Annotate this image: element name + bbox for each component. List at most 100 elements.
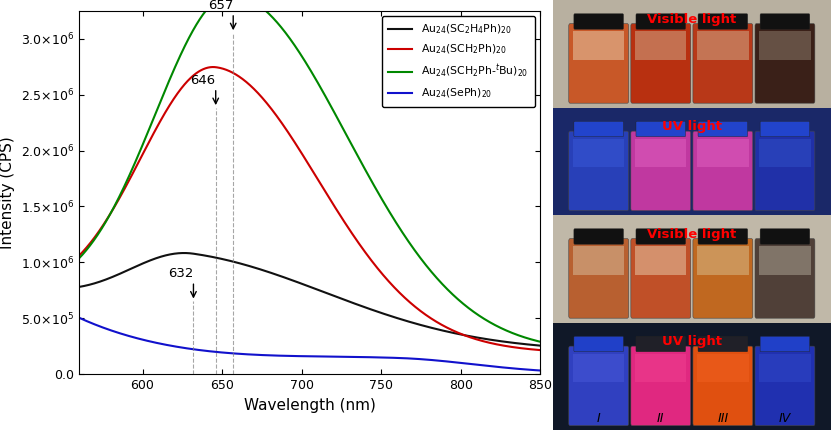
- Bar: [553, 0, 831, 108]
- X-axis label: Wavelength (nm): Wavelength (nm): [243, 397, 376, 412]
- Au$_{24}$(SePh)$_{20}$: [74, 315, 84, 320]
- Text: 632: 632: [168, 267, 194, 280]
- Text: II: II: [657, 412, 665, 425]
- FancyBboxPatch shape: [636, 229, 686, 244]
- FancyBboxPatch shape: [698, 229, 748, 244]
- Bar: [553, 322, 831, 430]
- FancyBboxPatch shape: [698, 336, 748, 352]
- Au$_{24}$(SCH$_2$Ph)$_{20}$: [74, 253, 84, 258]
- FancyBboxPatch shape: [755, 131, 815, 211]
- FancyBboxPatch shape: [574, 229, 623, 244]
- FancyBboxPatch shape: [568, 24, 628, 103]
- Au$_{24}$(SePh)$_{20}$: [98, 325, 108, 330]
- Au$_{24}$(SC$_2$H$_4$Ph)$_{20}$: [293, 280, 303, 285]
- Text: I: I: [597, 412, 601, 425]
- Bar: [573, 353, 624, 382]
- Text: 657: 657: [208, 0, 234, 12]
- Bar: [697, 138, 749, 167]
- Au$_{24}$(SCH$_2$Ph-$^t$Bu)$_{20}$: [538, 340, 548, 345]
- FancyBboxPatch shape: [574, 121, 623, 137]
- Au$_{24}$(SC$_2$H$_4$Ph)$_{20}$: [74, 284, 84, 289]
- Line: Au$_{24}$(SCH$_2$Ph)$_{20}$: Au$_{24}$(SCH$_2$Ph)$_{20}$: [79, 67, 556, 351]
- FancyBboxPatch shape: [693, 239, 753, 318]
- FancyBboxPatch shape: [693, 131, 753, 211]
- FancyBboxPatch shape: [760, 336, 809, 352]
- Au$_{24}$(SCH$_2$Ph-$^t$Bu)$_{20}$: [98, 224, 108, 229]
- Text: UV light: UV light: [661, 120, 722, 133]
- FancyBboxPatch shape: [631, 239, 691, 318]
- Bar: [553, 108, 831, 215]
- Au$_{24}$(SCH$_2$Ph-$^t$Bu)$_{20}$: [537, 340, 547, 345]
- Text: UV light: UV light: [661, 335, 722, 348]
- Bar: [573, 138, 624, 167]
- Bar: [573, 246, 624, 275]
- Legend: Au$_{24}$(SC$_2$H$_4$Ph)$_{20}$, Au$_{24}$(SCH$_2$Ph)$_{20}$, Au$_{24}$(SCH$_2$P: Au$_{24}$(SC$_2$H$_4$Ph)$_{20}$, Au$_{24…: [382, 16, 534, 107]
- Text: Visible light: Visible light: [647, 13, 736, 26]
- FancyBboxPatch shape: [693, 24, 753, 103]
- FancyBboxPatch shape: [755, 346, 815, 426]
- Bar: [635, 353, 686, 382]
- FancyBboxPatch shape: [568, 346, 628, 426]
- Au$_{24}$(SCH$_2$Ph)$_{20}$: [208, 64, 218, 70]
- Au$_{24}$(SC$_2$H$_4$Ph)$_{20}$: [98, 278, 108, 283]
- Au$_{24}$(SePh)$_{20}$: [537, 368, 547, 373]
- Au$_{24}$(SePh)$_{20}$: [450, 359, 460, 365]
- Line: Au$_{24}$(SePh)$_{20}$: Au$_{24}$(SePh)$_{20}$: [79, 318, 556, 372]
- Y-axis label: Intensity (CPS): Intensity (CPS): [0, 136, 15, 249]
- Bar: [760, 31, 810, 60]
- Bar: [635, 31, 686, 60]
- Line: Au$_{24}$(SCH$_2$Ph-$^t$Bu)$_{20}$: Au$_{24}$(SCH$_2$Ph-$^t$Bu)$_{20}$: [79, 0, 556, 345]
- FancyBboxPatch shape: [631, 24, 691, 103]
- Au$_{24}$(SCH$_2$Ph)$_{20}$: [450, 329, 460, 334]
- FancyBboxPatch shape: [636, 336, 686, 352]
- Au$_{24}$(SC$_2$H$_4$Ph)$_{20}$: [538, 343, 548, 348]
- Bar: [697, 246, 749, 275]
- Au$_{24}$(SC$_2$H$_4$Ph)$_{20}$: [306, 285, 316, 290]
- Text: IV: IV: [779, 412, 791, 425]
- Au$_{24}$(SCH$_2$Ph-$^t$Bu)$_{20}$: [450, 294, 460, 299]
- Au$_{24}$(SePh)$_{20}$: [306, 354, 316, 359]
- Au$_{24}$(SCH$_2$Ph-$^t$Bu)$_{20}$: [74, 256, 84, 261]
- FancyBboxPatch shape: [636, 14, 686, 29]
- Au$_{24}$(SCH$_2$Ph)$_{20}$: [306, 166, 316, 171]
- FancyBboxPatch shape: [631, 131, 691, 211]
- Bar: [760, 353, 810, 382]
- FancyBboxPatch shape: [574, 336, 623, 352]
- Au$_{24}$(SCH$_2$Ph)$_{20}$: [538, 348, 548, 353]
- Au$_{24}$(SePh)$_{20}$: [551, 369, 561, 374]
- FancyBboxPatch shape: [636, 121, 686, 137]
- FancyBboxPatch shape: [755, 239, 815, 318]
- Text: III: III: [717, 412, 729, 425]
- Au$_{24}$(SePh)$_{20}$: [537, 368, 547, 373]
- Bar: [697, 31, 749, 60]
- Bar: [760, 138, 810, 167]
- Au$_{24}$(SCH$_2$Ph)$_{20}$: [537, 348, 547, 353]
- Bar: [760, 246, 810, 275]
- FancyBboxPatch shape: [568, 239, 628, 318]
- Au$_{24}$(SC$_2$H$_4$Ph)$_{20}$: [179, 250, 189, 255]
- FancyBboxPatch shape: [568, 131, 628, 211]
- Au$_{24}$(SCH$_2$Ph)$_{20}$: [551, 349, 561, 354]
- Bar: [697, 353, 749, 382]
- Au$_{24}$(SCH$_2$Ph)$_{20}$: [98, 222, 108, 227]
- FancyBboxPatch shape: [631, 346, 691, 426]
- Bar: [635, 138, 686, 167]
- FancyBboxPatch shape: [698, 121, 748, 137]
- FancyBboxPatch shape: [760, 14, 809, 29]
- Au$_{24}$(SC$_2$H$_4$Ph)$_{20}$: [551, 344, 561, 350]
- Bar: [553, 215, 831, 322]
- Line: Au$_{24}$(SC$_2$H$_4$Ph)$_{20}$: Au$_{24}$(SC$_2$H$_4$Ph)$_{20}$: [79, 253, 556, 347]
- Au$_{24}$(SCH$_2$Ph-$^t$Bu)$_{20}$: [293, 49, 303, 54]
- Au$_{24}$(SCH$_2$Ph-$^t$Bu)$_{20}$: [551, 342, 561, 347]
- FancyBboxPatch shape: [760, 229, 809, 244]
- FancyBboxPatch shape: [755, 24, 815, 103]
- Au$_{24}$(SePh)$_{20}$: [293, 353, 303, 359]
- Au$_{24}$(SC$_2$H$_4$Ph)$_{20}$: [537, 343, 547, 348]
- Bar: [573, 31, 624, 60]
- FancyBboxPatch shape: [693, 346, 753, 426]
- Au$_{24}$(SCH$_2$Ph-$^t$Bu)$_{20}$: [306, 69, 316, 74]
- Text: 646: 646: [190, 74, 215, 87]
- Au$_{24}$(SC$_2$H$_4$Ph)$_{20}$: [450, 331, 460, 336]
- Bar: [635, 246, 686, 275]
- Text: Visible light: Visible light: [647, 228, 736, 241]
